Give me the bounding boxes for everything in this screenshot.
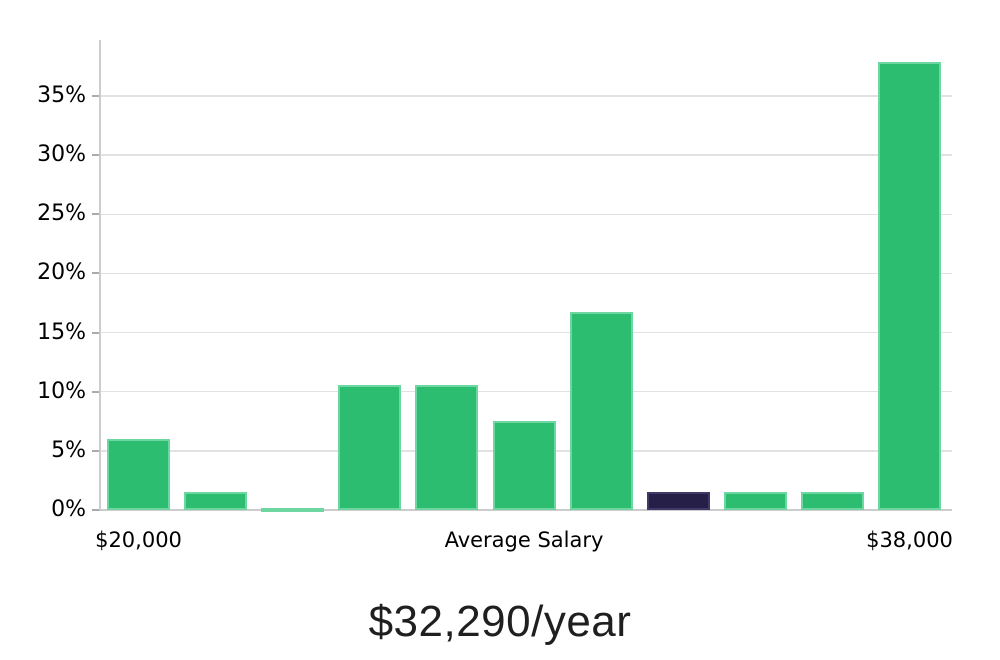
gridline <box>100 272 952 275</box>
gridline <box>100 95 952 97</box>
gridline <box>100 390 952 393</box>
y-tick-mark <box>92 154 100 157</box>
histogram-bar <box>261 508 325 512</box>
y-tick-label: 15% <box>37 319 86 345</box>
y-tick-mark <box>92 331 100 334</box>
y-tick-label: 0% <box>51 497 86 522</box>
y-tick-label: 25% <box>37 201 86 227</box>
histogram-bar <box>107 439 170 510</box>
y-tick-label: 30% <box>37 142 86 168</box>
histogram-bar <box>878 61 941 510</box>
histogram-bar <box>184 492 248 510</box>
histogram-bar <box>492 421 556 510</box>
histogram-bar <box>569 312 633 510</box>
y-tick-mark <box>92 449 100 452</box>
gridline <box>100 154 952 156</box>
histogram-bar <box>338 384 402 510</box>
y-tick-label: 10% <box>37 378 86 404</box>
histogram-bar <box>415 384 479 510</box>
histogram-bar-highlight <box>646 492 710 510</box>
y-tick-label: 35% <box>37 83 86 109</box>
y-tick-mark <box>92 509 100 511</box>
y-tick-label: 5% <box>51 437 86 463</box>
y-tick-mark <box>92 95 100 98</box>
histogram-bar <box>723 492 787 510</box>
y-tick-label: 20% <box>37 260 86 286</box>
average-salary-title: $32,290/year <box>368 597 632 646</box>
histogram-bar <box>800 492 864 510</box>
y-tick-mark <box>92 213 100 216</box>
gridline <box>100 213 952 216</box>
x-axis-label: $38,000 <box>866 528 953 552</box>
x-axis-baseline <box>100 509 952 511</box>
x-axis-label: Average Salary <box>444 528 604 552</box>
x-axis-label: $20,000 <box>95 528 182 552</box>
y-axis-line <box>99 40 101 510</box>
y-tick-mark <box>92 272 100 275</box>
y-tick-mark <box>92 390 100 393</box>
gridline <box>100 331 952 334</box>
